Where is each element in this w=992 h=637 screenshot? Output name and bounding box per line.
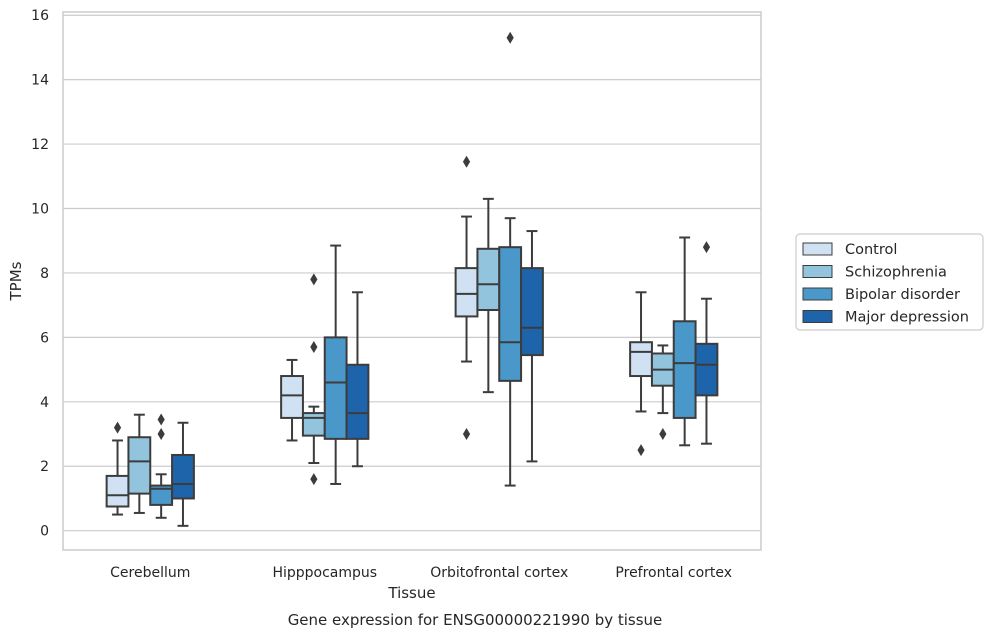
box-iqr <box>672 320 697 419</box>
y-tick-label: 14 <box>31 73 49 89</box>
legend-entry: Schizophrenia <box>845 265 947 281</box>
box-iqr <box>629 341 653 378</box>
box-hipppocampus-control <box>280 358 304 442</box>
legend-entry: Major depression <box>845 310 969 326</box>
x-tick-label: Orbitofrontal cortex <box>430 565 568 581</box>
x-tick-label: Cerebellum <box>110 565 190 581</box>
outlier-point <box>310 473 318 486</box>
outlier-point <box>157 413 165 426</box>
outlier-point <box>659 428 667 441</box>
box-orbitofrontal-cortex-control <box>454 155 479 441</box>
box-prefrontal-cortex-control <box>629 291 653 457</box>
box-iqr <box>280 375 304 419</box>
y-tick-label: 6 <box>40 330 49 346</box>
box-iqr <box>171 453 195 500</box>
box-orbitofrontal-cortex-schizophrenia <box>476 197 501 394</box>
outlier-point <box>702 241 711 254</box>
y-tick-labels: 0 2 4 6 8 10 12 14 16 <box>31 8 49 539</box>
legend-swatch <box>802 265 833 278</box>
x-tick-labels: Cerebellum Hipppocampus Orbitofrontal cort… <box>110 565 732 581</box>
outlier-point <box>462 428 471 441</box>
grid-lines <box>63 14 761 532</box>
box-orbitofrontal-cortex-major-depression <box>520 230 544 463</box>
legend: Control Schizophrenia Bipolar disorder Majo… <box>795 233 984 331</box>
outlier-point <box>462 155 471 168</box>
box-prefrontal-cortex-schizophrenia <box>650 344 675 441</box>
box-prefrontal-cortex-major-depression <box>694 241 719 445</box>
box-plots <box>105 31 719 527</box>
box-prefrontal-cortex-bipolar-disorder <box>672 236 697 447</box>
box-iqr <box>127 436 152 495</box>
box-iqr <box>520 267 544 357</box>
x-axis-label: Tissue <box>387 584 435 602</box>
y-tick-label: 10 <box>31 202 49 218</box>
outlier-point <box>637 444 645 457</box>
chart-caption: Gene expression for ENSG00000221990 by t… <box>288 611 663 629</box>
legend-swatch <box>802 287 833 301</box>
legend-swatch <box>802 310 833 323</box>
box-orbitofrontal-cortex-bipolar-disorder <box>498 31 523 487</box>
y-tick-label: 2 <box>40 459 49 475</box>
box-hipppocampus-major-depression <box>345 291 370 468</box>
y-tick-label: 12 <box>31 137 49 153</box>
x-tick-label: Prefrontal cortex <box>615 565 732 581</box>
box-iqr <box>105 474 130 508</box>
box-hipppocampus-bipolar-disorder <box>323 244 348 485</box>
box-iqr <box>694 342 719 397</box>
x-tick-label: Hipppocampus <box>272 565 377 581</box>
box-cerebellum-control <box>105 421 130 516</box>
outlier-point <box>506 31 514 44</box>
legend-swatch <box>802 242 833 256</box>
box-cerebellum-major-depression <box>171 421 195 527</box>
box-cerebellum-bipolar-disorder <box>149 413 174 519</box>
box-iqr <box>323 336 348 440</box>
box-iqr <box>476 247 501 311</box>
box-iqr <box>454 267 479 318</box>
y-tick-label: 4 <box>40 395 49 411</box>
legend-entry: Control <box>845 242 897 258</box>
box-iqr <box>345 363 370 440</box>
legend-entry: Bipolar disorder <box>845 287 960 303</box>
box-iqr <box>498 246 523 382</box>
y-tick-label: 0 <box>40 524 49 540</box>
box-iqr <box>301 412 326 437</box>
outlier-point <box>157 428 165 441</box>
y-tick-label: 8 <box>40 266 49 282</box>
outlier-point <box>310 273 318 286</box>
legend-frame <box>795 233 984 331</box>
plot-frame <box>62 11 762 551</box>
box-hipppocampus-schizophrenia <box>301 273 326 486</box>
outlier-point <box>113 421 122 434</box>
outlier-point <box>310 341 318 354</box>
y-tick-label: 16 <box>31 8 49 24</box>
y-axis-label: TPMs <box>7 261 25 301</box>
box-cerebellum-schizophrenia <box>127 413 152 514</box>
